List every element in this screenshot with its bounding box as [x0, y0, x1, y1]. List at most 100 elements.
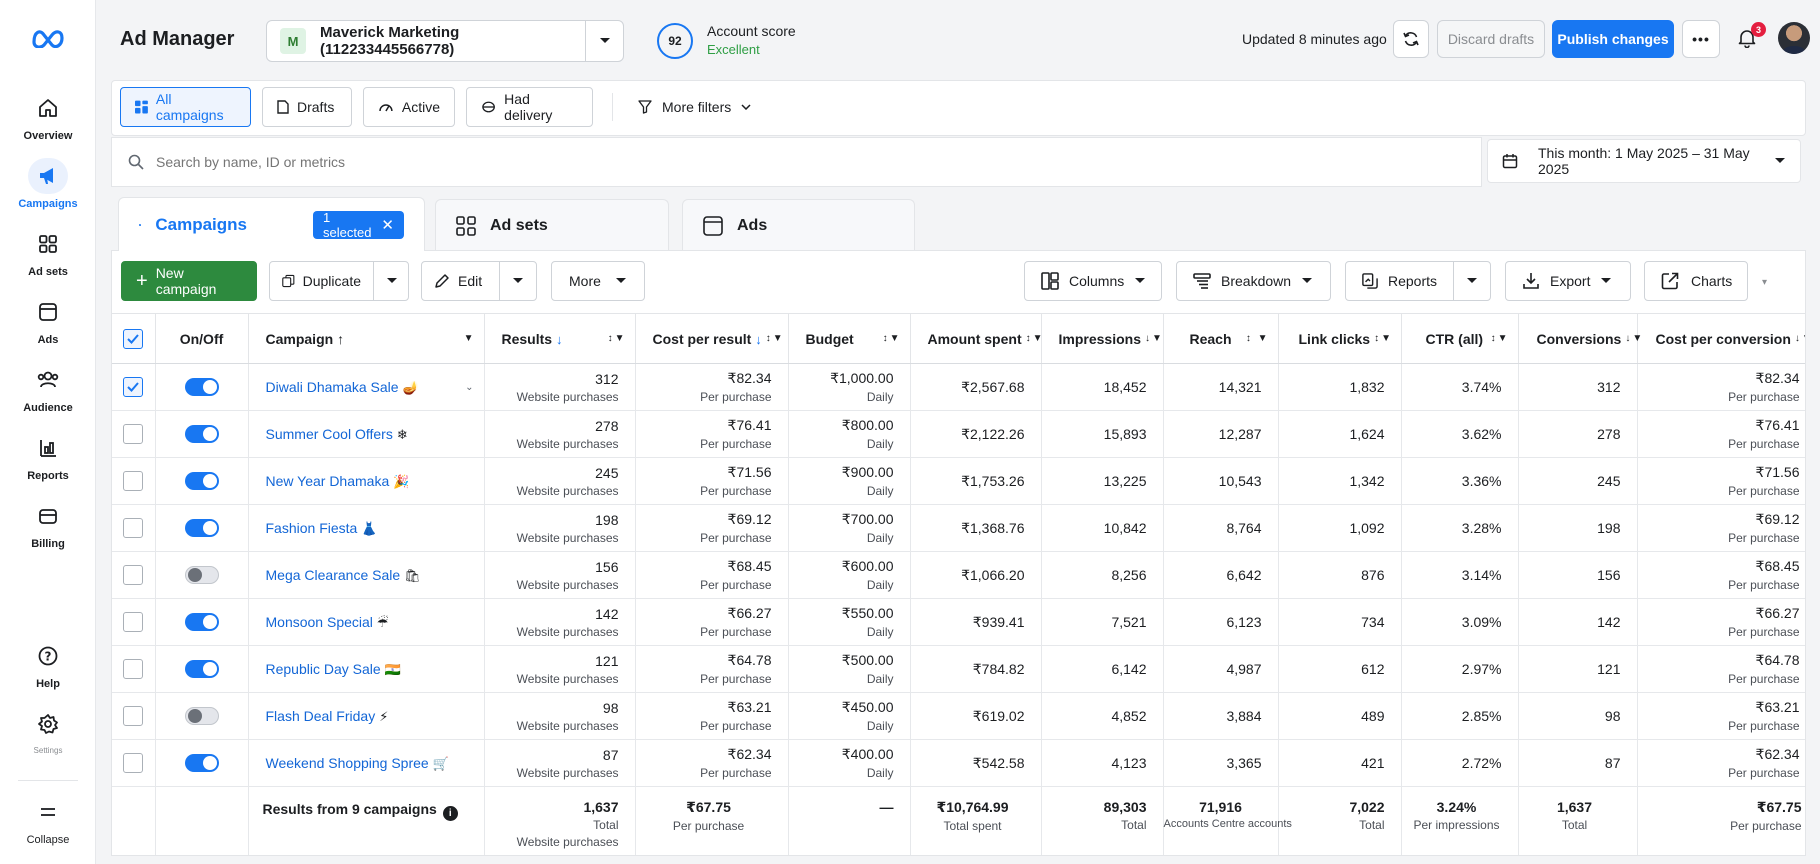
col-results[interactable]: Results ↓ ↕▼ — [484, 313, 636, 364]
nav-help[interactable]: ? Help — [0, 638, 96, 698]
search-input[interactable] — [156, 154, 1481, 170]
info-icon[interactable]: i — [442, 806, 458, 821]
more-filters-button[interactable]: More filters — [626, 87, 763, 127]
notifications-button[interactable] — [1738, 28, 1760, 50]
filter-had-delivery[interactable]: Had delivery — [466, 87, 593, 127]
campaign-toggle[interactable] — [184, 613, 219, 631]
account-score-ring[interactable]: 92 — [657, 23, 693, 59]
campaign-toggle[interactable] — [184, 425, 219, 443]
column-menu-icon[interactable]: ↕▼ — [1374, 333, 1393, 344]
more-options-button[interactable]: ••• — [1682, 20, 1720, 58]
reports-button[interactable]: Reports — [1345, 261, 1491, 301]
filter-all-campaigns[interactable]: All campaigns — [120, 87, 251, 127]
row-checkbox[interactable] — [123, 471, 143, 491]
breakdown-button[interactable]: Breakdown — [1176, 261, 1331, 301]
table-row[interactable]: Diwali Dhamaka Sale 🪔 ⌄ 312 Website purchase… — [112, 363, 1805, 411]
col-conversions[interactable]: Conversions ↓▼ — [1518, 313, 1642, 364]
row-checkbox[interactable] — [123, 565, 143, 585]
campaign-toggle[interactable] — [184, 472, 219, 490]
row-checkbox[interactable] — [123, 377, 143, 397]
nav-audience[interactable]: Audience — [0, 362, 96, 422]
nav-campaigns[interactable]: Campaigns — [0, 158, 96, 218]
campaign-toggle[interactable] — [184, 707, 219, 725]
selection-pill[interactable]: 1 selected ✕ — [313, 210, 404, 240]
col-budget[interactable]: Budget ↕▼ — [788, 313, 911, 364]
column-menu-icon[interactable]: ↕▼ — [765, 333, 785, 344]
campaign-link-monsoon-special[interactable]: Monsoon Special — [265, 613, 373, 630]
table-row[interactable]: Weekend Shopping Spree 🛒 87 Website purchas… — [112, 739, 1805, 787]
column-menu-icon[interactable]: ↓▼ — [1794, 333, 1805, 344]
table-row[interactable]: Fashion Fiesta 👗 198 Website purchases ₹69.1… — [112, 504, 1805, 552]
date-range-picker[interactable]: This month: 1 May 2025 – 31 May 2025 — [1487, 139, 1801, 183]
nav-billing[interactable]: Billing — [0, 498, 96, 558]
col-impressions[interactable]: Impressions ↓▼ — [1041, 313, 1164, 364]
row-checkbox[interactable] — [123, 612, 143, 632]
table-row[interactable]: Mega Clearance Sale 🛍 156 Website purchases… — [112, 551, 1805, 599]
nav-ad-sets[interactable]: Ad sets — [0, 226, 96, 286]
tab-ad-sets[interactable]: Ad sets — [435, 199, 669, 251]
campaign-toggle[interactable] — [184, 566, 219, 584]
chevron-down-icon[interactable] — [585, 21, 623, 61]
campaign-link-diwali-dhamaka-sale[interactable]: Diwali Dhamaka Sale — [265, 378, 399, 395]
edit-dropdown[interactable] — [499, 262, 536, 300]
col-cost-per-result[interactable]: Cost per result ↓ ↕▼ — [635, 313, 789, 364]
campaign-toggle[interactable] — [184, 519, 219, 537]
campaign-link-flash-deal-friday[interactable]: Flash Deal Friday — [265, 707, 376, 724]
column-menu-icon[interactable]: ↕▼ — [882, 333, 902, 344]
caret-down-icon[interactable]: ▼ — [463, 333, 476, 344]
more-actions-button[interactable]: More — [551, 261, 645, 301]
campaign-link-republic-day-sale[interactable]: Republic Day Sale — [265, 660, 381, 677]
nav-settings[interactable]: Settings — [0, 706, 96, 766]
edit-button[interactable]: Edit — [421, 261, 537, 301]
chevron-down-icon[interactable]: ▾ — [1762, 277, 1768, 288]
new-campaign-button[interactable]: + New campaign — [121, 261, 257, 301]
close-icon[interactable]: ✕ — [381, 216, 394, 234]
duplicate-button[interactable]: Duplicate — [269, 261, 409, 301]
column-menu-icon[interactable]: ↕▼ — [607, 333, 627, 344]
nav-overview[interactable]: Overview — [0, 90, 96, 150]
column-menu-icon[interactable]: ↕ ▼ — [1245, 333, 1270, 344]
column-menu-icon[interactable]: ↕▼ — [1490, 333, 1510, 344]
row-checkbox[interactable] — [123, 659, 143, 679]
column-menu-icon[interactable]: ↓▼ — [1144, 333, 1164, 344]
table-row[interactable]: Monsoon Special ☔ 142 Website purchases ₹66.… — [112, 598, 1805, 646]
meta-logo[interactable] — [30, 26, 66, 48]
col-ctr[interactable]: CTR (all) ↕▼ — [1401, 313, 1519, 364]
table-row[interactable]: Flash Deal Friday ⚡ 98 Website purchases ₹63… — [112, 692, 1805, 740]
column-menu-icon[interactable]: ↓▼ — [1625, 333, 1645, 344]
table-row[interactable]: Summer Cool Offers ❄ 278 Website purchases ₹… — [112, 410, 1805, 458]
col-cost-per-conversion[interactable]: Cost per conversion↓▼ — [1637, 313, 1805, 364]
discard-drafts-button[interactable]: Discard drafts — [1437, 20, 1545, 58]
campaign-link-mega-clearance-sale[interactable]: Mega Clearance Sale — [265, 566, 401, 583]
columns-button[interactable]: Columns — [1024, 261, 1162, 301]
row-checkbox[interactable] — [123, 424, 143, 444]
row-checkbox[interactable] — [123, 753, 143, 773]
col-on-off[interactable]: On/Off — [155, 313, 249, 364]
campaign-toggle[interactable] — [184, 378, 219, 396]
refresh-button[interactable] — [1393, 20, 1429, 58]
campaign-link-fashion-fiesta[interactable]: Fashion Fiesta — [265, 519, 358, 536]
campaign-link-new-year-dhamaka[interactable]: New Year Dhamaka — [265, 472, 390, 489]
account-selector[interactable]: M Maverick Marketing (112233445566778) — [266, 20, 624, 62]
nav-reports[interactable]: Reports — [0, 430, 96, 490]
campaign-toggle[interactable] — [184, 754, 219, 772]
campaign-link-weekend-shopping-spree[interactable]: Weekend Shopping Spree — [265, 754, 429, 771]
column-menu-icon[interactable]: ↕▼ — [1025, 333, 1045, 344]
col-amount-spent[interactable]: Amount spent ↕▼ — [910, 313, 1043, 364]
publish-changes-button[interactable]: Publish changes — [1552, 20, 1674, 58]
campaign-toggle[interactable] — [184, 660, 219, 678]
campaign-link-summer-cool-offers[interactable]: Summer Cool Offers — [265, 425, 393, 442]
col-reach[interactable]: Reach ↕ ▼ — [1163, 313, 1279, 364]
table-row[interactable]: New Year Dhamaka 🎉 245 Website purchases ₹71… — [112, 457, 1805, 505]
nav-collapse[interactable]: Collapse — [0, 794, 96, 854]
nav-ads[interactable]: Ads — [0, 294, 96, 354]
col-campaign[interactable]: Campaign ↑ ▼ — [248, 313, 485, 364]
row-checkbox[interactable] — [123, 518, 143, 538]
reports-dropdown[interactable] — [1453, 262, 1490, 300]
avatar[interactable] — [1778, 22, 1810, 54]
tab-campaigns[interactable]: Campaigns 1 selected ✕ — [118, 197, 425, 251]
export-button[interactable]: Export — [1505, 261, 1631, 301]
charts-button[interactable]: Charts — [1644, 261, 1748, 301]
col-link-clicks[interactable]: Link clicks ↕▼ — [1278, 313, 1402, 364]
duplicate-dropdown[interactable] — [373, 262, 410, 300]
